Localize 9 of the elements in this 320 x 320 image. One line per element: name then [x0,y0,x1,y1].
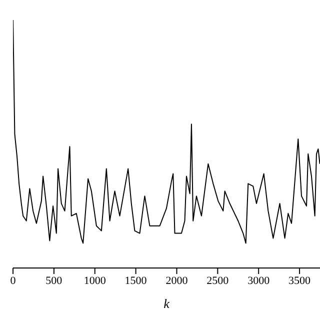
x-tick-label: 1000 [84,274,106,287]
x-tick-label: 500 [46,274,63,287]
x-tick-label: 0 [10,274,16,287]
x-tick-label: 2500 [206,274,230,287]
x-tick-label: 3000 [248,274,270,287]
x-tick-label: 2000 [166,274,188,287]
x-tick-label: 1500 [124,274,148,287]
x-axis-title: k [164,296,170,311]
x-tick-label: 3500 [288,274,312,287]
